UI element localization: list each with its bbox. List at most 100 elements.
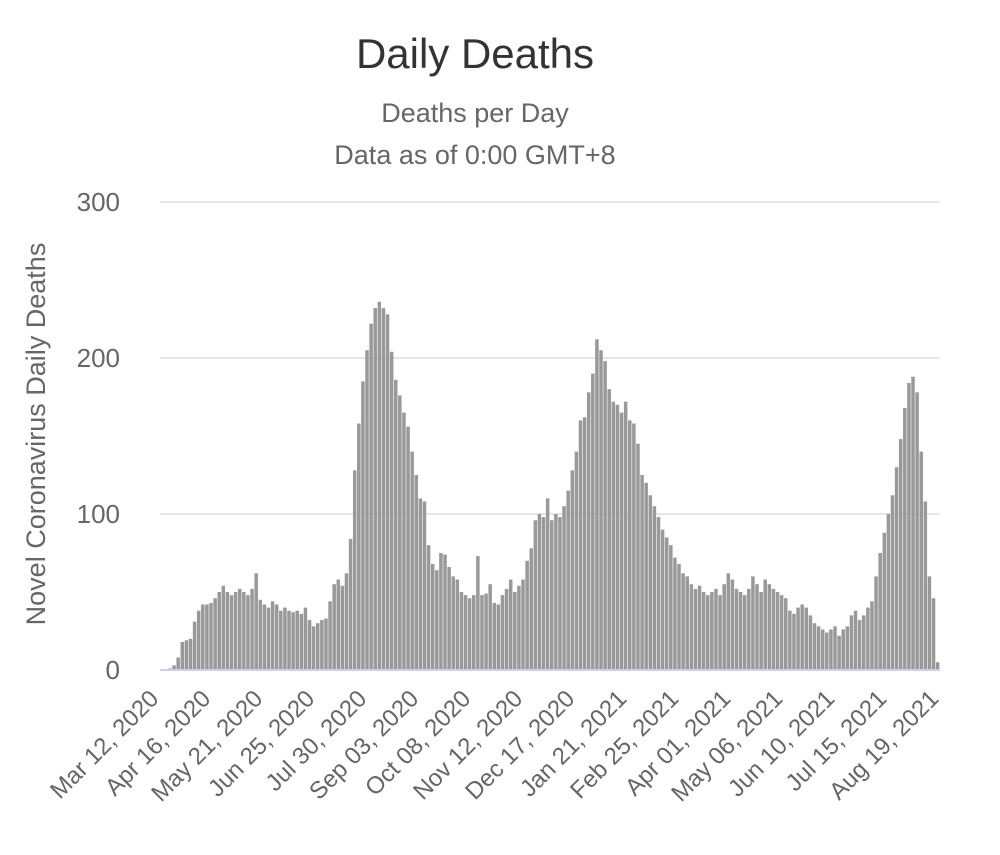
bar — [738, 592, 743, 670]
bar — [898, 439, 903, 670]
bar — [710, 592, 714, 670]
bar — [180, 641, 185, 670]
bar — [849, 615, 854, 670]
bar — [640, 475, 644, 670]
y-tick-label: 100 — [77, 499, 120, 529]
bar — [270, 601, 275, 670]
bar — [451, 576, 455, 670]
bar — [394, 379, 398, 670]
bar — [775, 592, 780, 670]
bar-series — [168, 301, 940, 670]
bar — [894, 467, 899, 670]
bar — [788, 610, 792, 670]
bar — [816, 626, 821, 670]
bar — [476, 556, 480, 670]
bar — [480, 595, 484, 670]
chart-title: Daily Deaths — [355, 30, 595, 77]
bar — [311, 626, 316, 670]
bar — [632, 423, 636, 670]
bar — [513, 592, 517, 670]
bar — [931, 598, 936, 670]
bar — [792, 613, 796, 670]
bar — [673, 557, 677, 670]
bar — [352, 470, 357, 670]
bar — [820, 629, 825, 670]
bar — [718, 595, 722, 670]
bar — [537, 514, 542, 670]
bar — [348, 538, 353, 670]
bar — [845, 626, 850, 670]
bar — [504, 588, 509, 670]
y-tick-label: 200 — [77, 343, 120, 373]
bar — [562, 506, 566, 670]
bar — [582, 417, 587, 670]
bar — [644, 482, 648, 670]
bar — [307, 620, 312, 670]
bar — [829, 629, 833, 670]
bar — [500, 595, 505, 670]
bar — [566, 490, 570, 670]
bar — [381, 308, 386, 670]
bar — [246, 595, 250, 670]
bar — [410, 451, 414, 670]
bar — [467, 598, 472, 670]
bar — [279, 610, 283, 670]
bar — [225, 592, 230, 670]
bar — [603, 361, 607, 670]
bar — [742, 595, 747, 670]
bar — [607, 389, 611, 670]
bar — [878, 553, 882, 670]
bar — [636, 443, 640, 670]
bar — [385, 314, 390, 670]
bar — [521, 579, 525, 670]
bar — [316, 623, 320, 670]
bar — [398, 395, 402, 670]
bar — [623, 401, 628, 670]
bar — [586, 392, 591, 670]
bar — [747, 588, 751, 670]
gridlines — [160, 201, 940, 515]
bar — [320, 620, 324, 670]
bar — [426, 545, 431, 670]
bar — [176, 657, 180, 670]
bar — [295, 610, 299, 670]
bar — [188, 638, 193, 670]
bar — [238, 588, 242, 670]
bar — [258, 599, 263, 670]
bar — [771, 588, 776, 670]
bar — [685, 576, 689, 670]
bar — [591, 373, 595, 670]
bar — [274, 604, 279, 670]
bar — [628, 420, 632, 670]
bar — [689, 584, 694, 670]
bar — [406, 426, 410, 670]
bar — [935, 662, 940, 670]
bar — [250, 588, 254, 670]
bar — [213, 598, 217, 670]
bar — [784, 598, 788, 670]
bar — [443, 554, 447, 670]
bar — [439, 553, 443, 670]
bar — [615, 404, 620, 670]
bar — [414, 475, 419, 670]
bar — [242, 592, 246, 670]
bar — [755, 584, 759, 670]
bar — [812, 623, 817, 670]
bar — [714, 588, 718, 670]
bar — [336, 579, 341, 670]
bar — [418, 498, 423, 670]
y-axis-ticks: 0 100 200 300 — [77, 187, 120, 685]
bar — [525, 560, 529, 670]
bar — [508, 579, 513, 670]
bar — [184, 640, 189, 670]
bar — [529, 548, 533, 670]
y-tick-label: 0 — [106, 655, 120, 685]
bar — [734, 588, 739, 670]
bar — [669, 545, 673, 670]
bar — [808, 615, 813, 670]
bar — [332, 584, 336, 670]
bar — [903, 407, 907, 670]
bar — [870, 601, 874, 670]
bar — [681, 573, 685, 670]
